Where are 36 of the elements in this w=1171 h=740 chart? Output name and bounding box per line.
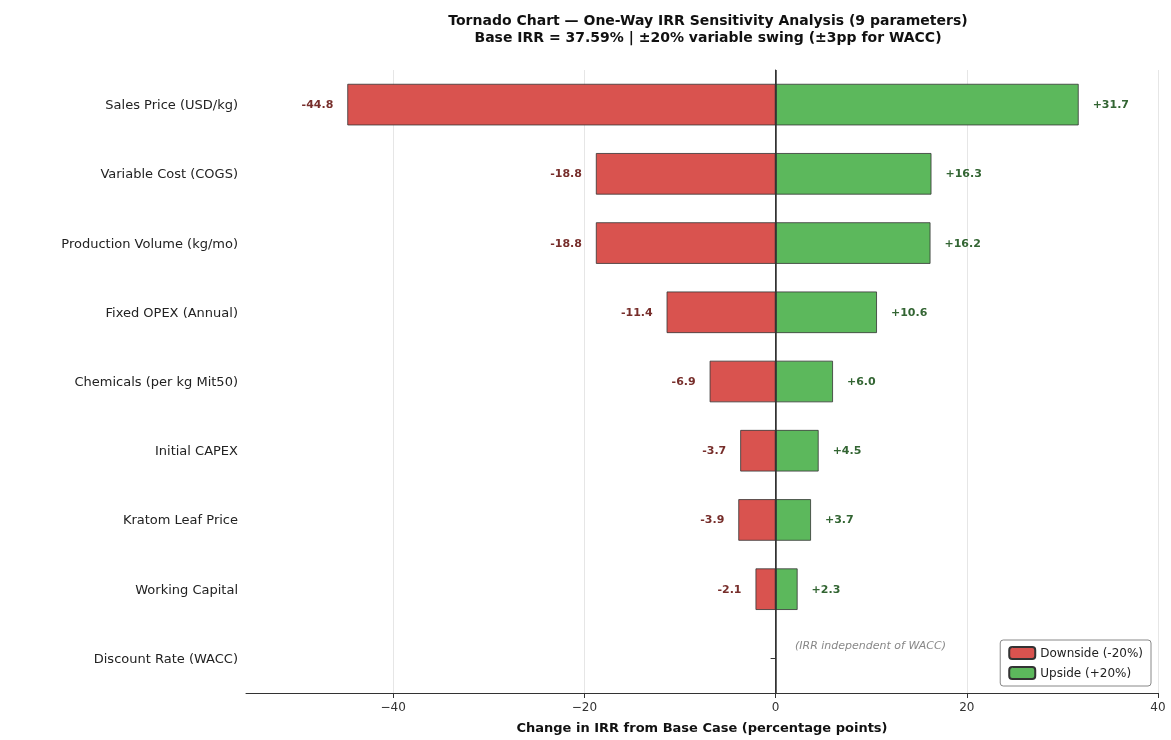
data-label: +16.3 xyxy=(945,167,982,181)
legend-label: Downside (-20%) xyxy=(1040,646,1144,660)
data-label: -11.4 xyxy=(620,305,653,319)
data-label: +3.7 xyxy=(824,513,854,527)
data-label: -3.7 xyxy=(702,444,727,458)
y-tick-label: Initial CAPEX xyxy=(154,443,239,459)
annotation: (IRR independent of WACC) xyxy=(795,638,946,652)
legend-label: Upside (+20%) xyxy=(1040,666,1132,680)
y-tick-label: Production Volume (kg/mo) xyxy=(61,235,238,251)
x-tick-label: 0 xyxy=(771,700,780,714)
y-tick-label: Kratom Leaf Price xyxy=(122,512,238,528)
data-label: +6.0 xyxy=(846,375,877,388)
y-tick-label: Discount Rate (WACC) xyxy=(93,650,238,666)
y-tick-label: Working Capital xyxy=(135,581,238,597)
x-tick-label: −40 xyxy=(380,700,406,714)
y-tick-label: Variable Cost (COGS) xyxy=(100,166,238,182)
x-tick-label: 20 xyxy=(959,700,975,714)
chart-title: Tornado Chart — One-Way IRR Sensitivity Analysis (9 parameters) xyxy=(448,12,968,28)
x-tick-label: 40 xyxy=(1150,700,1166,714)
data-label: -18.8 xyxy=(550,236,582,250)
chart-subtitle: Base IRR = 37.59% | ±20% variable swing (±3pp for WACC) xyxy=(474,29,942,46)
data-label: +2.3 xyxy=(811,582,841,596)
data-label: -6.9 xyxy=(671,375,696,388)
y-tick-label: Fixed OPEX (Annual) xyxy=(105,304,238,320)
data-label: -18.8 xyxy=(550,167,582,181)
data-label: -2.1 xyxy=(717,582,742,596)
data-label: +31.7 xyxy=(1092,98,1130,112)
data-label: -44.8 xyxy=(301,98,334,112)
data-label: +10.6 xyxy=(890,305,928,319)
data-label: +16.2 xyxy=(944,236,981,250)
x-tick-label: −20 xyxy=(571,700,598,714)
y-tick-label: Chemicals (per kg Mit50) xyxy=(74,374,238,389)
y-tick-label: Sales Price (USD/kg) xyxy=(105,97,238,113)
data-label: -3.9 xyxy=(700,513,725,527)
x-axis-title: Change in IRR from Base Case (percentage points) xyxy=(516,720,888,735)
data-label: +4.5 xyxy=(832,444,862,458)
